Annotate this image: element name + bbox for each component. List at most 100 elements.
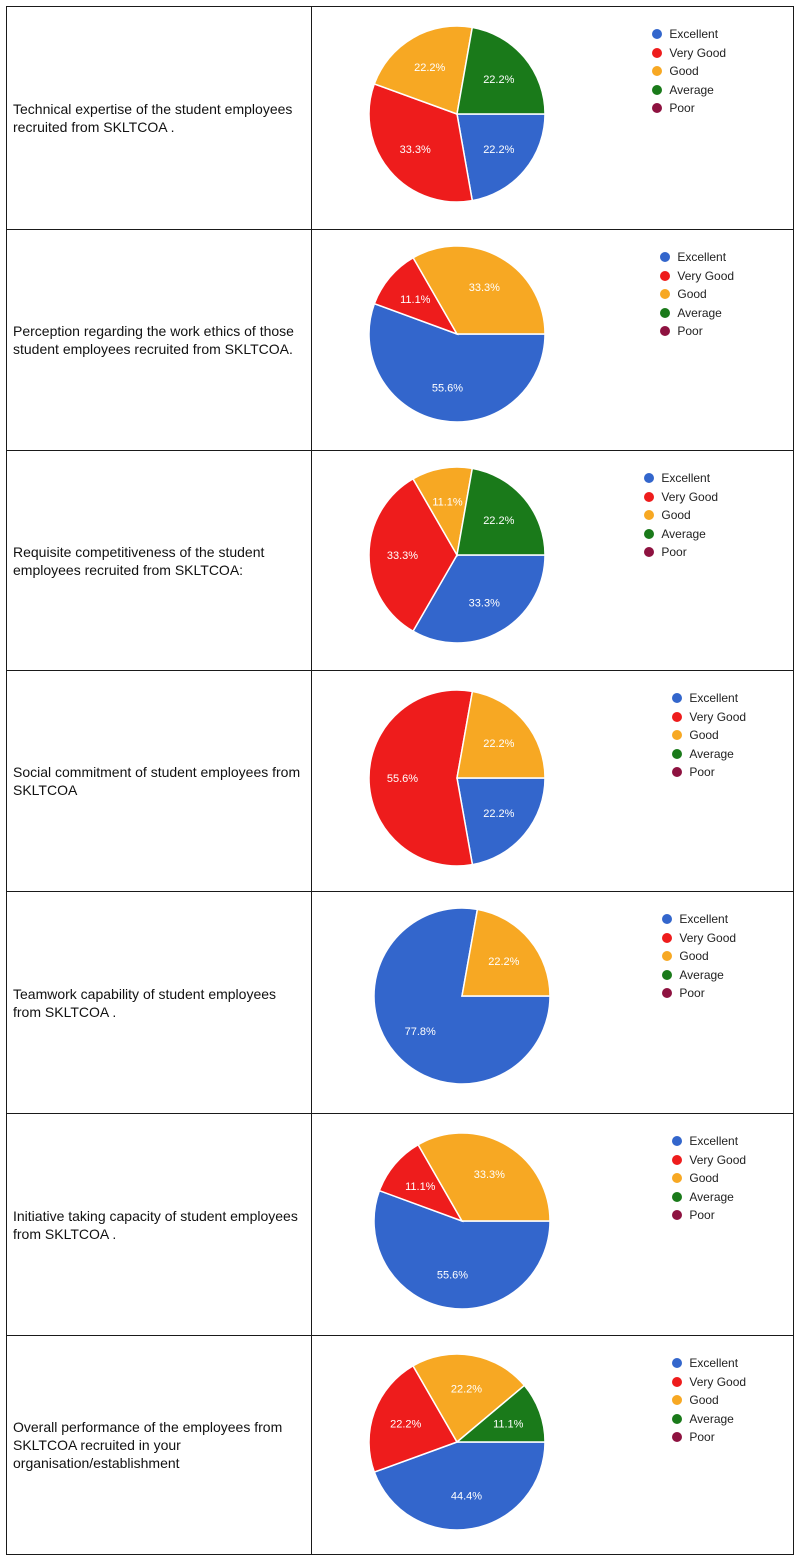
slice-label-very-good: 11.1% — [400, 294, 431, 306]
slice-label-excellent: 22.2% — [484, 808, 515, 820]
legend-item-average: Average — [662, 966, 736, 985]
pie-slice-good — [373, 25, 474, 116]
question-cell: Requisite competitiveness of the student… — [5, 450, 313, 671]
legend-label: Very Good — [689, 709, 747, 724]
legend-label: Excellent — [677, 250, 727, 264]
chart-legend: Excellent Very Good Good Average Poor — [652, 25, 726, 118]
slice-label-very-good: 55.6% — [387, 773, 418, 785]
legend-swatch — [652, 66, 663, 77]
chart-legend: Excellent Very Good Good Average Poor — [672, 1132, 746, 1225]
chart-cell: 77.8% 22.2% Excellent Very Good Good Average P… — [311, 891, 794, 1114]
legend-label: Poor — [669, 101, 695, 115]
question-text: Social commitment of student employees f… — [13, 764, 301, 798]
legend-swatch — [660, 289, 671, 300]
pie-chart: 55.6% 11.1% 33.3% — [373, 1132, 552, 1310]
chart-legend: Excellent Very Good Good Average Poor — [662, 910, 736, 1003]
pie-chart: 22.2% 55.6% 22.2% — [368, 689, 547, 867]
legend-item-poor: Poor — [672, 1206, 746, 1225]
legend-item-poor: Poor — [652, 99, 726, 118]
chart-cell: 33.3% 33.3% 11.1% 22.2% Excellent Very Good Go… — [311, 450, 794, 671]
pie-slice-good — [417, 1132, 552, 1222]
pie-slice-good — [412, 245, 547, 335]
slice-label-very-good: 11.1% — [405, 1181, 436, 1193]
pie-slice-excellent — [456, 777, 547, 866]
pie-slice-very-good — [368, 689, 474, 867]
legend-swatch — [652, 103, 663, 114]
legend-label: Good — [679, 949, 709, 963]
legend-item-excellent: Excellent — [672, 1354, 746, 1373]
slice-label-average: 22.2% — [484, 74, 515, 86]
legend-item-good: Good — [672, 1169, 746, 1188]
question-text: Initiative taking capacity of student em… — [13, 1207, 298, 1242]
legend-item-poor: Poor — [644, 543, 718, 562]
legend-label: Average — [679, 967, 724, 982]
legend-label: Very Good — [679, 930, 737, 945]
legend-item-poor: Poor — [662, 984, 736, 1003]
legend-item-very-good: Very Good — [660, 267, 734, 286]
slice-label-excellent: 77.8% — [405, 1026, 436, 1038]
legend-item-excellent: Excellent — [660, 248, 734, 267]
legend-swatch — [662, 932, 673, 943]
legend-label: Good — [689, 728, 719, 742]
legend-swatch — [644, 547, 655, 558]
legend-item-average: Average — [672, 1188, 746, 1207]
slice-label-average: 11.1% — [493, 1418, 524, 1430]
question-text: Teamwork capability of student employees… — [13, 985, 277, 1020]
chart-legend: Excellent Very Good Good Average Poor — [672, 1354, 746, 1447]
legend-label: Good — [669, 64, 699, 78]
legend-swatch — [660, 307, 671, 318]
pie-slice-excellent — [373, 1441, 547, 1531]
question-cell: Technical expertise of the student emplo… — [5, 6, 313, 230]
legend-item-very-good: Very Good — [672, 1373, 746, 1392]
legend-swatch — [672, 748, 683, 759]
legend-label: Very Good — [689, 1152, 747, 1167]
legend-swatch — [660, 270, 671, 281]
legend-label: Average — [689, 746, 734, 761]
legend-item-excellent: Excellent — [644, 469, 718, 488]
pie-slice-very-good — [368, 1364, 459, 1474]
pie-slice-excellent — [373, 1189, 552, 1310]
pie-slice-good — [461, 908, 552, 997]
survey-row: Teamwork capability of student employees… — [5, 891, 794, 1114]
slice-label-very-good: 33.3% — [400, 144, 431, 156]
legend-item-very-good: Very Good — [644, 488, 718, 507]
slice-label-good: 22.2% — [451, 1383, 482, 1395]
slice-label-average: 22.2% — [484, 515, 515, 527]
legend-item-good: Good — [672, 726, 746, 745]
slice-label-good: 33.3% — [474, 1169, 505, 1181]
legend-swatch — [644, 491, 655, 502]
question-cell: Initiative taking capacity of student em… — [5, 1113, 313, 1336]
legend-swatch — [672, 1413, 683, 1424]
legend-swatch — [672, 1376, 683, 1387]
legend-label: Very Good — [677, 268, 735, 283]
legend-item-very-good: Very Good — [662, 929, 736, 948]
legend-label: Average — [677, 305, 722, 320]
legend-label: Poor — [689, 1430, 715, 1444]
legend-label: Good — [661, 508, 691, 522]
survey-rows: Technical expertise of the student emplo… — [5, 6, 794, 1555]
legend-label: Good — [689, 1393, 719, 1407]
legend-label: Excellent — [661, 471, 711, 485]
legend-item-poor: Poor — [672, 1428, 746, 1447]
legend-item-excellent: Excellent — [672, 1132, 746, 1151]
legend-item-excellent: Excellent — [652, 25, 726, 44]
legend-label: Average — [669, 82, 714, 97]
survey-row: Perception regarding the work ethics of … — [5, 229, 794, 451]
chart-cell: 22.2% 55.6% 22.2% Excellent Very Good Good Ave… — [311, 670, 794, 892]
legend-label: Poor — [689, 1208, 715, 1222]
legend-item-good: Good — [644, 506, 718, 525]
legend-swatch — [644, 510, 655, 521]
legend-item-good: Good — [662, 947, 736, 966]
pie-slice-excellent — [412, 554, 547, 644]
survey-row: Overall performance of the employees fro… — [5, 1335, 794, 1555]
legend-label: Very Good — [661, 489, 719, 504]
pie-chart: 55.6% 11.1% 33.3% — [368, 245, 547, 423]
legend-swatch — [672, 767, 683, 778]
legend-label: Poor — [677, 324, 703, 338]
chart-legend: Excellent Very Good Good Average Poor — [644, 469, 718, 562]
legend-swatch — [652, 84, 663, 95]
legend-swatch — [660, 252, 671, 263]
legend-item-very-good: Very Good — [672, 708, 746, 727]
pie-slice-average — [456, 467, 547, 556]
